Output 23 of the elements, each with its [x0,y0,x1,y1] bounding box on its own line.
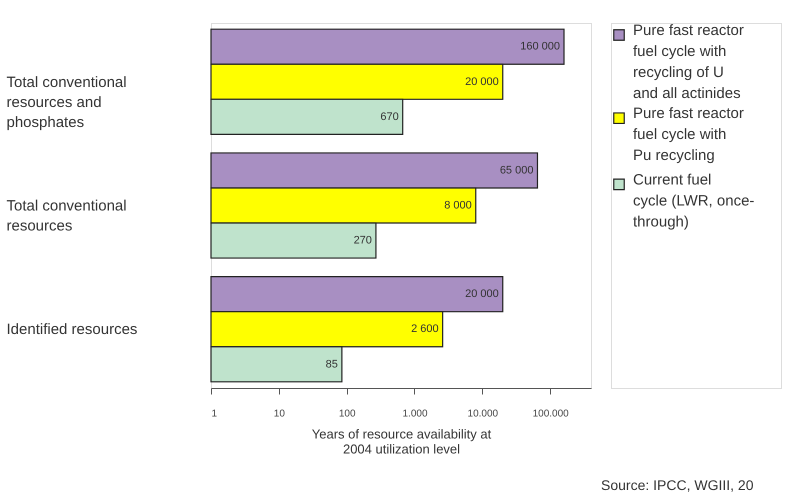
data-label: 20 000 [465,288,499,300]
data-label: 270 [354,234,372,247]
data-label: 670 [380,110,399,123]
data-label: 2 600 [411,323,439,336]
data-label: 160 000 [520,40,560,53]
x-tick-label: 10.000 [468,408,499,420]
x-axis-title: Years of resource availability at 2004 utilization level [312,426,492,456]
legend-label: Pure fast reactor fuel cycle with recycling of U and all actinides [633,22,744,102]
x-tick-label: 100.000 [532,408,570,420]
data-label: 8 000 [444,200,472,212]
data-label: 20 000 [465,76,499,88]
legend-label: Pure fast reactor fuel cycle with Pu recycling [633,105,744,164]
legend-label: Current fuel cycle (LWR, once-through) [633,171,754,230]
source-note: Source: IPCC, WGIII, 20 [601,477,754,493]
data-label: 65 000 [500,164,534,176]
x-tick-label: 1.000 [402,408,428,420]
data-label: 85 [326,358,338,370]
x-tick-label: 1 [212,408,218,420]
x-tick-label: 100 [338,408,356,420]
y-tick-label: Identified resources [6,321,138,338]
y-tick-label: Total conventional resources [6,198,127,234]
y-tick-label: Total conventional resources and phosphates [6,74,127,131]
x-tick-label: 10 [274,408,286,420]
